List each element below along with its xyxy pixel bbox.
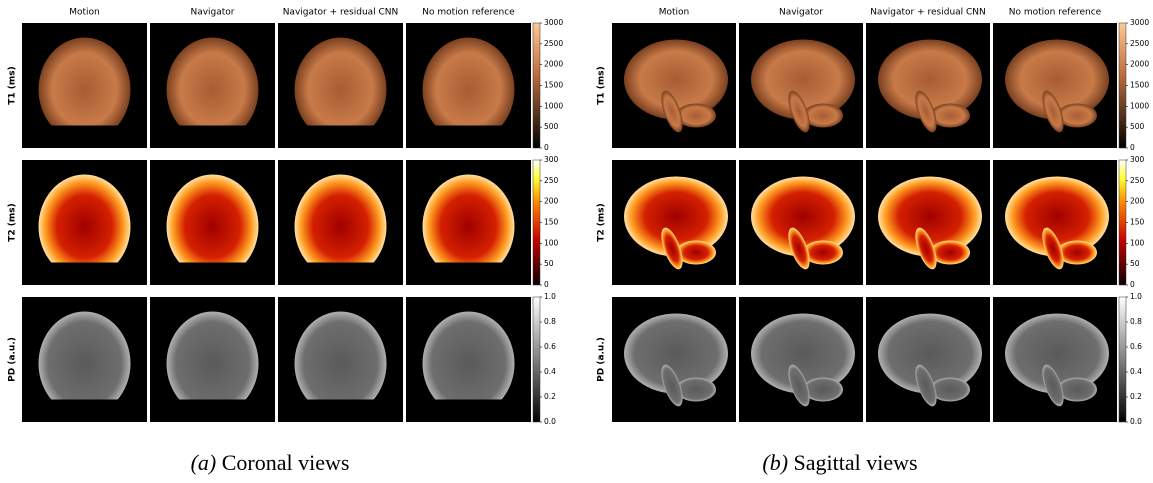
caption-part: Coronal views: [222, 450, 350, 475]
caption-part: (b): [762, 450, 788, 475]
colorbar-tick-label: 100: [1130, 238, 1145, 247]
colorbar-tick-label: 1.0: [1130, 292, 1142, 301]
colorbar-tick-label: 2500: [544, 39, 563, 48]
colorbar-tick-label: 1.0: [544, 292, 556, 301]
colorbar-tick-label: 2500: [1130, 39, 1149, 48]
colorbar-tick-label: 0: [544, 143, 549, 152]
colorbar-tick-label: 3000: [1130, 18, 1149, 27]
brain-base: [423, 126, 515, 144]
figure: Motion Navigator Navigator + residual CNN N…: [0, 0, 1153, 483]
colorbar-tick-label: 0.0: [544, 417, 556, 426]
colorbar-tick-label: 150: [1130, 218, 1145, 227]
colorbar-tick-label: 300: [544, 155, 559, 164]
brain-base: [39, 400, 131, 418]
brain-base: [167, 400, 259, 418]
colorbar: [1119, 297, 1126, 422]
colorbar: [533, 160, 540, 285]
column-header: Motion: [659, 8, 690, 18]
colorbar-tick-label: 50: [544, 259, 554, 268]
caption: (a) Coronal views: [191, 450, 350, 475]
column-header: Navigator: [779, 8, 823, 18]
caption-part: (a): [191, 450, 217, 475]
colorbar-tick-label: 3000: [544, 18, 563, 27]
row-label: T1 (ms): [597, 66, 607, 105]
brain-base: [423, 400, 515, 418]
caption: (b) Sagittal views: [762, 450, 917, 475]
colorbar-tick-label: 100: [544, 238, 559, 247]
colorbar-tick-label: 1000: [1130, 101, 1149, 110]
colorbar-tick-label: 0.2: [544, 392, 556, 401]
colorbar-tick-label: 0.8: [1130, 317, 1142, 326]
colorbar-tick-label: 50: [1130, 259, 1140, 268]
colorbar: [533, 297, 540, 422]
colorbar-tick-label: 1000: [544, 101, 563, 110]
row-label: PD (a.u.): [8, 337, 18, 382]
colorbar-tick-label: 150: [544, 218, 559, 227]
colorbar-tick-label: 250: [544, 176, 559, 185]
brain-base: [167, 263, 259, 281]
row-label: T2 (ms): [597, 203, 607, 242]
colorbar-tick-label: 0.6: [1130, 342, 1142, 351]
colorbar-tick-label: 1500: [544, 81, 563, 90]
colorbar-tick-label: 0.4: [1130, 367, 1142, 376]
colorbar-tick-label: 250: [1130, 176, 1145, 185]
row-label: T1 (ms): [8, 66, 18, 105]
colorbar-tick-label: 300: [1130, 155, 1145, 164]
colorbar-tick-label: 0: [1130, 280, 1135, 289]
colorbar-tick-label: 0: [544, 280, 549, 289]
colorbar-tick-label: 0: [1130, 143, 1135, 152]
brain-base: [295, 126, 387, 144]
colorbar: [1119, 160, 1126, 285]
colorbar-tick-label: 0.6: [544, 342, 556, 351]
column-header: No motion reference: [1009, 8, 1102, 18]
colorbar: [1119, 23, 1126, 148]
colorbar-tick-label: 0.2: [1130, 392, 1142, 401]
colorbar-tick-label: 0.4: [544, 367, 556, 376]
column-header: Navigator: [190, 8, 234, 18]
brain-base: [39, 263, 131, 281]
colorbar-tick-label: 500: [1130, 122, 1145, 131]
column-header: Navigator + residual CNN: [283, 8, 399, 18]
colorbar-tick-label: 2000: [1130, 60, 1149, 69]
colorbar-tick-label: 2000: [544, 60, 563, 69]
row-label: T2 (ms): [8, 203, 18, 242]
column-header: Motion: [69, 8, 100, 18]
brain-base: [295, 263, 387, 281]
colorbar-tick-label: 1500: [1130, 81, 1149, 90]
colorbar: [533, 23, 540, 148]
brain-base: [167, 126, 259, 144]
row-label: PD (a.u.): [597, 337, 607, 382]
colorbar-tick-label: 0.8: [544, 317, 556, 326]
caption-part: Sagittal views: [794, 450, 918, 475]
colorbar-tick-label: 200: [1130, 197, 1145, 206]
brain-base: [295, 400, 387, 418]
colorbar-tick-label: 200: [544, 197, 559, 206]
brain-base: [39, 126, 131, 144]
brain-base: [423, 263, 515, 281]
column-header: No motion reference: [422, 8, 515, 18]
column-header: Navigator + residual CNN: [870, 8, 986, 18]
colorbar-tick-label: 0.0: [1130, 417, 1142, 426]
colorbar-tick-label: 500: [544, 122, 559, 131]
